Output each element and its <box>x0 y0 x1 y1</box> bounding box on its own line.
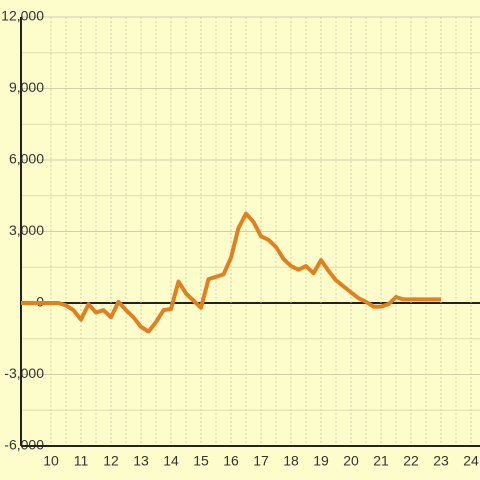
x-tick-label: 16 <box>223 453 239 469</box>
x-tick-label: 14 <box>163 453 179 469</box>
x-tick-label: 20 <box>343 453 359 469</box>
x-tick-label: 10 <box>43 453 59 469</box>
x-tick-label: 17 <box>253 453 269 469</box>
y-tick-label: 6,000 <box>9 151 44 167</box>
x-tick-label: 19 <box>313 453 329 469</box>
x-tick-label: 15 <box>193 453 209 469</box>
y-tick-label: 3,000 <box>9 222 44 238</box>
x-tick-label: 11 <box>74 453 89 469</box>
x-tick-label: 21 <box>373 453 389 469</box>
x-tick-label: 12 <box>103 453 119 469</box>
y-tick-label: -6,000 <box>4 437 44 453</box>
x-tick-label: 13 <box>133 453 149 469</box>
x-tick-label: 24 <box>463 453 479 469</box>
y-tick-label: -3,000 <box>4 365 44 381</box>
y-tick-label: 9,000 <box>9 79 44 95</box>
data-line <box>21 211 441 334</box>
x-tick-label: 18 <box>283 453 299 469</box>
x-tick-label: 22 <box>403 453 419 469</box>
y-tick-label: 12,000 <box>1 8 44 24</box>
x-tick-label: 23 <box>433 453 449 469</box>
